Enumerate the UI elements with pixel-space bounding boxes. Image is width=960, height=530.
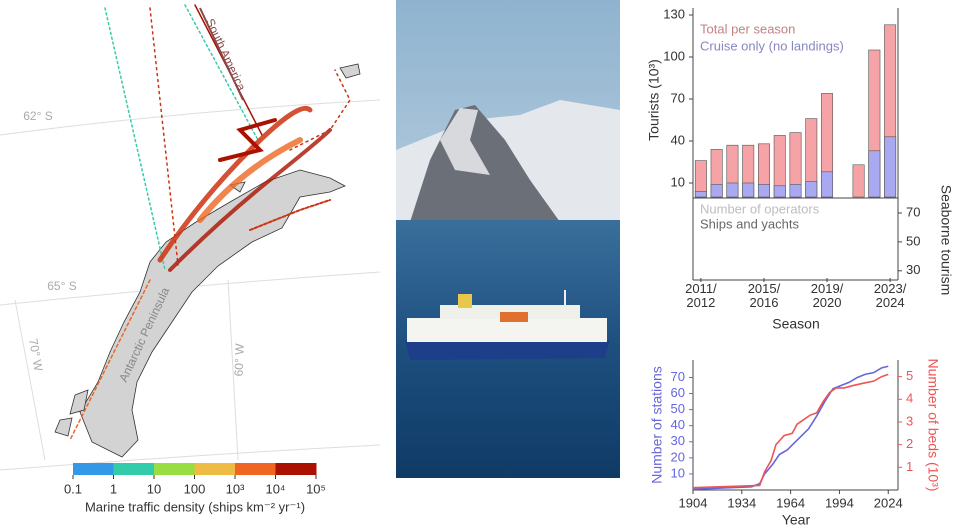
south-america-arrow	[199, 7, 244, 101]
x-tick-label-part: 2024	[876, 295, 905, 310]
map-label: 60° W	[232, 343, 247, 377]
y2-tick-label: 5	[906, 368, 913, 383]
bar	[710, 184, 723, 198]
y-tick-label: 70	[671, 90, 685, 105]
x-tick-label: 2019/2020	[811, 281, 844, 310]
graticule	[0, 99, 381, 471]
x-tick-label: 2024	[874, 495, 903, 510]
y-tick-label: 40	[671, 132, 685, 147]
x-tick-label: 2011/2012	[685, 281, 717, 310]
y-tick-label: 10	[671, 465, 685, 480]
colorbar-swatch	[113, 463, 155, 475]
y-axis-label: Tourists (10³)	[646, 59, 662, 141]
colorbar-swatch	[194, 463, 236, 475]
y2-tick-label: 2	[906, 436, 913, 451]
colorbar-swatch	[235, 463, 276, 475]
y-tick-label: 50	[671, 401, 685, 416]
x-tick-label-part: 2016	[750, 295, 779, 310]
y-tick-label: 100	[663, 48, 685, 63]
x-tick-label-part: 2012	[686, 295, 715, 310]
colorbar-swatch	[154, 463, 195, 475]
photo	[396, 0, 620, 478]
land	[79, 169, 346, 458]
y-tick-label: 40	[671, 417, 685, 432]
x-axis-label: Year	[782, 512, 811, 528]
colorbar-tick-label: 10⁵	[306, 481, 326, 496]
axes	[692, 8, 899, 491]
bar	[868, 150, 881, 198]
colorbar-tick-label: 10³	[226, 481, 245, 496]
x-tick-label: 1964	[776, 495, 805, 510]
bar	[742, 182, 755, 198]
bar	[773, 185, 786, 198]
colorbar-tick-label: 10	[147, 481, 161, 496]
y-tick-label: 60	[671, 385, 685, 400]
y-axis-label: Number of stations	[649, 366, 665, 484]
legend-entry: Total per season	[700, 21, 795, 36]
x-tick-label: 1904	[679, 495, 708, 510]
x-tick-label: 1994	[825, 495, 854, 510]
y2-tick-label: 70	[906, 204, 920, 219]
x-tick-label: 2023/2024	[874, 281, 907, 310]
bar	[821, 171, 834, 198]
x-tick-label-part: 2023/	[874, 281, 907, 296]
colorbar-tick-label: 100	[184, 481, 206, 496]
y-tick-label: 130	[663, 6, 685, 21]
line	[692, 365, 889, 490]
y2-tick-label: 1	[906, 459, 913, 474]
map-label: 62° S	[23, 109, 52, 123]
bar	[694, 191, 707, 198]
y-tick-label: 20	[671, 449, 685, 464]
y2-axis-label: Number of beds (10³)	[925, 358, 941, 491]
island	[54, 63, 361, 437]
y-tick-label: 10	[671, 174, 685, 189]
bar	[852, 164, 865, 198]
colorbar-tick-label: 1	[110, 481, 117, 496]
legend-entry: Number of operators	[700, 201, 820, 216]
bar	[726, 182, 739, 198]
y2-tick-label: 4	[906, 391, 913, 406]
bar	[805, 181, 818, 198]
traffic	[69, 4, 351, 441]
y-tick-label: 30	[671, 433, 685, 448]
x-tick-label-part: 2011/	[685, 281, 717, 296]
colorbar-tick-label: 0.1	[64, 481, 82, 496]
colorbar-label: Marine traffic density (ships km⁻² yr⁻¹)	[85, 499, 305, 514]
x-tick-label: 1934	[727, 495, 756, 510]
colorbar-swatch	[73, 463, 114, 475]
bar	[757, 184, 770, 198]
y2-tick-label: 3	[906, 413, 913, 428]
colorbar-swatch	[275, 463, 317, 475]
y2-tick-label: 30	[906, 262, 920, 277]
line	[692, 373, 889, 489]
x-tick-label: 2015/2016	[748, 281, 781, 310]
colorbar-tick-label: 10⁴	[265, 481, 285, 496]
x-tick-label-part: 2019/	[811, 281, 844, 296]
x-tick-label-part: 2020	[813, 295, 842, 310]
x-axis-label: Season	[772, 316, 819, 332]
legend-entry: Ships and yachts	[700, 216, 800, 231]
map: South America 62° S 65° S 70° W 60° W An…	[0, 4, 381, 514]
y-tick-label: 70	[671, 369, 685, 384]
bar	[789, 184, 802, 198]
y2-tick-label: 50	[906, 233, 920, 248]
map-label: 65° S	[47, 279, 76, 293]
map-label: 70° W	[26, 337, 46, 372]
x-tick-label-part: 2015/	[748, 281, 781, 296]
legend-entry: Cruise only (no landings)	[700, 38, 844, 53]
bar	[884, 136, 897, 198]
y2-axis-label: Seaborne tourism	[938, 185, 954, 296]
